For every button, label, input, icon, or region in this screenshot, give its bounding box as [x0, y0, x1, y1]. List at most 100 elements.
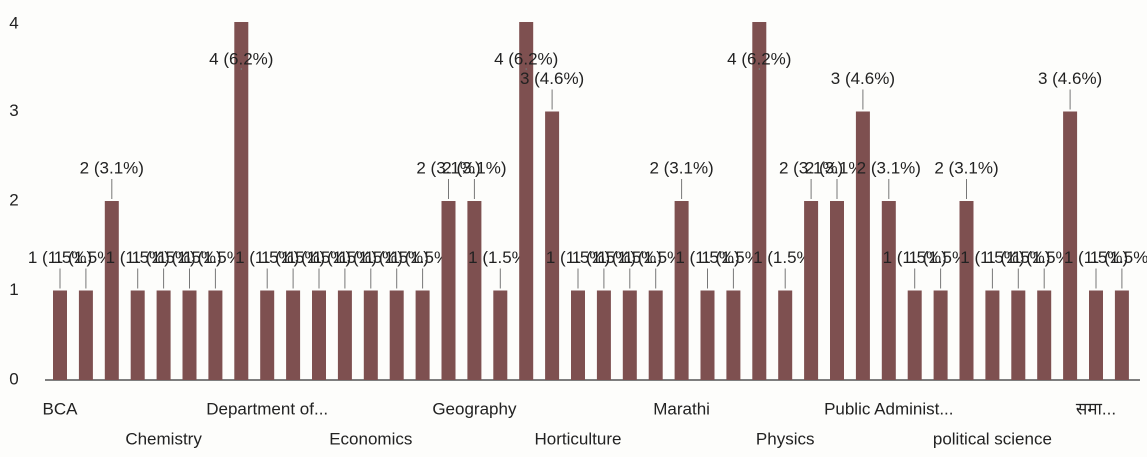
bar — [596, 290, 611, 380]
data-label: 1 (1.5%) — [468, 248, 532, 267]
data-label: 1 (1.5%) — [546, 248, 610, 267]
data-label: 1 (1.5%) — [1090, 248, 1147, 267]
y-tick-label: 0 — [9, 369, 18, 388]
data-label: 1 (1.5%) — [598, 248, 662, 267]
bar — [130, 290, 145, 380]
data-label: 1 (1.5%) — [157, 248, 221, 267]
data-label: 1 (1.5%) — [701, 248, 765, 267]
bar — [985, 290, 1000, 380]
bar — [881, 201, 896, 380]
bar — [1063, 111, 1078, 380]
data-label: 1 (1.5%) — [131, 248, 195, 267]
bar — [208, 290, 223, 380]
bar — [182, 290, 197, 380]
data-label: 1 (1.5%) — [183, 248, 247, 267]
data-label: 1 (1.5%) — [54, 248, 118, 267]
data-label: 1 (1.5%) — [313, 248, 377, 267]
bar — [545, 111, 560, 380]
bar — [337, 290, 352, 380]
bar — [519, 22, 534, 380]
x-tick-label: Public Administ... — [824, 399, 953, 418]
bar — [1037, 290, 1052, 380]
y-tick-label: 1 — [9, 280, 18, 299]
bar — [959, 201, 974, 380]
x-tick-label: Physics — [756, 429, 815, 448]
data-label: 1 (1.5%) — [261, 248, 325, 267]
data-label: 1 (1.5%) — [28, 248, 92, 267]
x-tick-label: BCA — [43, 399, 79, 418]
y-tick-label: 3 — [9, 101, 18, 120]
data-label: 2 (3.1%) — [442, 158, 506, 177]
bar — [53, 290, 67, 380]
y-tick-label: 4 — [9, 13, 18, 32]
x-tick-label: Chemistry — [125, 429, 202, 448]
bar — [1089, 290, 1103, 380]
x-tick-label: Economics — [329, 429, 412, 448]
bar — [234, 22, 249, 380]
bar — [493, 290, 508, 380]
data-label: 1 (1.5%) — [753, 248, 817, 267]
data-label: 1 (1.5%) — [106, 248, 170, 267]
data-label: 1 (1.5%) — [1012, 248, 1076, 267]
data-label: 1 (1.5%) — [1064, 248, 1128, 267]
data-label: 3 (4.6%) — [1038, 69, 1102, 88]
bar — [700, 290, 715, 380]
x-tick-label: समा... — [1076, 399, 1116, 418]
data-label: 2 (3.1%) — [805, 158, 869, 177]
y-tick-label: 2 — [9, 190, 18, 209]
x-tick-label: Geography — [432, 399, 517, 418]
data-label: 1 (1.5%) — [287, 248, 351, 267]
data-label: 1 (1.5%) — [572, 248, 636, 267]
bar — [415, 290, 430, 380]
data-label: 1 (1.5%) — [675, 248, 739, 267]
bar — [260, 290, 275, 380]
bar — [389, 290, 404, 380]
bar — [752, 22, 767, 380]
data-label: 4 (6.2%) — [209, 49, 273, 68]
bar — [830, 201, 844, 380]
data-label: 2 (3.1%) — [857, 158, 921, 177]
data-label: 1 (1.5%) — [235, 248, 299, 267]
bar — [312, 290, 326, 380]
bar — [674, 201, 689, 380]
bar — [104, 201, 119, 380]
bar — [1011, 290, 1026, 380]
data-label: 3 (4.6%) — [831, 69, 895, 88]
data-label: 2 (3.1%) — [80, 158, 144, 177]
bar — [622, 290, 637, 380]
bar — [855, 111, 870, 380]
data-label: 1 (1.5%) — [365, 248, 429, 267]
data-label: 1 (1.5%) — [883, 248, 947, 267]
bar — [933, 290, 948, 380]
data-label: 2 (3.1%) — [934, 158, 998, 177]
bar — [571, 290, 585, 380]
data-label: 1 (1.5%) — [960, 248, 1024, 267]
bar — [78, 290, 93, 380]
bar — [286, 290, 301, 380]
data-label: 1 (1.5%) — [390, 248, 454, 267]
x-tick-label: Department of... — [206, 399, 328, 418]
bar — [363, 290, 378, 380]
bar — [648, 290, 663, 380]
data-label: 4 (6.2%) — [727, 49, 791, 68]
data-label: 1 (1.5%) — [986, 248, 1050, 267]
x-tick-label: Marathi — [653, 399, 710, 418]
data-label: 1 (1.5%) — [908, 248, 972, 267]
data-label: 2 (3.1%) — [649, 158, 713, 177]
data-label: 4 (6.2%) — [494, 49, 558, 68]
bar — [726, 290, 741, 380]
data-label: 2 (3.1%) — [779, 158, 843, 177]
data-label: 1 (1.5%) — [624, 248, 688, 267]
data-label: 1 (1.5%) — [339, 248, 403, 267]
bar — [1114, 290, 1129, 380]
x-tick-label: political science — [933, 429, 1052, 448]
bar — [441, 201, 456, 380]
data-label: 2 (3.1%) — [416, 158, 480, 177]
bar — [804, 201, 819, 380]
x-tick-label: Horticulture — [535, 429, 622, 448]
bar — [156, 290, 171, 380]
data-label: 3 (4.6%) — [520, 69, 584, 88]
bar — [907, 290, 922, 380]
bar — [778, 290, 793, 380]
